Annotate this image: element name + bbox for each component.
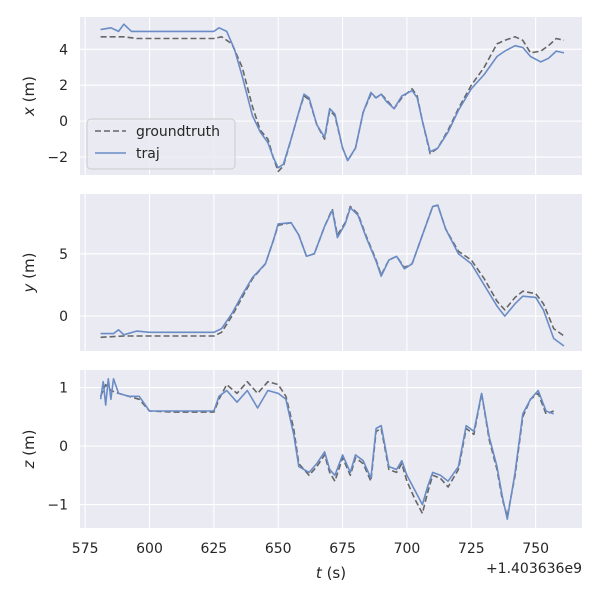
y-tick-label: 0 [59,309,68,325]
y-tick-label: 4 [59,42,68,58]
x-offset-label: +1.403636e9 [486,561,582,577]
y-tick-label: 5 [59,247,68,263]
y-tick-label: −2 [47,150,68,166]
series-groundtruth-line [100,204,565,339]
panel-2: 0 5 y (m) [20,194,582,351]
x-tick-label: 725 [458,541,485,557]
plot-area [80,370,582,528]
x-tick-label: 625 [200,541,227,557]
x-axis-label: t (s) [316,564,346,582]
y-tick-label: 1 [59,381,68,397]
y-axis-label: x (m) [20,76,38,117]
x-tick-label: 675 [329,541,356,557]
series-traj-line [100,23,565,169]
y-tick-label: 0 [59,439,68,455]
series-traj-line [100,204,565,347]
x-tick-label: 650 [265,541,292,557]
x-tick-label: 600 [136,541,163,557]
x-tick-label: 700 [394,541,421,557]
legend: groundtruth traj [86,118,236,170]
y-axis-label: z (m) [20,430,38,470]
series-traj-line [99,378,554,520]
y-axis-label: y (m) [20,253,38,294]
y-tick-label: −1 [47,498,68,514]
legend-label-traj: traj [136,146,160,162]
plot-area [80,194,582,351]
y-tick-label: 2 [59,78,68,94]
x-tick-label: 575 [72,541,99,557]
panel-1: −2 0 2 4 x (m) groundtruth traj [20,17,582,175]
y-tick-label: 0 [59,114,68,130]
legend-label-groundtruth: groundtruth [136,124,220,140]
x-tick-label: 750 [522,541,549,557]
panel-3: −1 0 1 z (m) 575 600 625 650 675 700 725 750 +1.4036… [20,370,582,582]
